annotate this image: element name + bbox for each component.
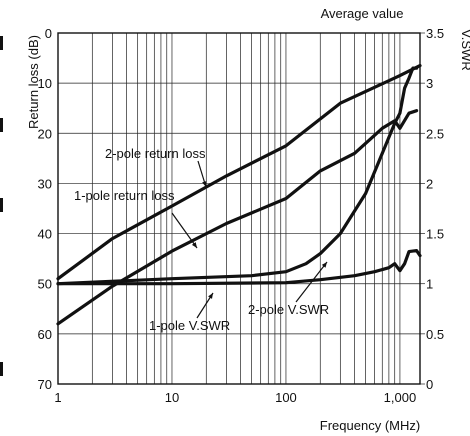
y-left-tick-label: 10 (38, 76, 52, 91)
x-tick-label: 1 (54, 390, 61, 405)
leader-1-pole-return-loss-arrowhead (191, 242, 197, 248)
plot-frame (57, 32, 421, 385)
y-axis-left-label: Return loss (dB) (26, 35, 41, 129)
series-line-1-pole-v-swr (56, 249, 422, 286)
chart-title: Average value (321, 6, 404, 21)
x-tick-label: 100 (275, 390, 297, 405)
left-edge-marks (0, 36, 3, 376)
y-left-tick-label: 70 (38, 377, 52, 392)
y-right-tick-label: 0.5 (426, 327, 444, 342)
y-left-tick-label: 50 (38, 277, 52, 292)
y-left-tick-label: 60 (38, 327, 52, 342)
y-left-tick-label: 40 (38, 227, 52, 242)
y-right-tick-label: 2 (426, 176, 433, 191)
curves (56, 63, 422, 326)
y-right-tick-label: 0 (426, 377, 433, 392)
left-edge-mark (0, 362, 3, 376)
left-edge-mark (0, 198, 3, 212)
x-tick-label: 1,000 (384, 390, 417, 405)
x-axis-label: Frequency (MHz) (320, 418, 420, 433)
left-edge-mark (0, 118, 3, 132)
y-right-tick-label: 3.5 (426, 26, 444, 41)
y-right-tick-label: 1 (426, 277, 433, 292)
leader-2-pole-return-loss-arrowhead (202, 181, 207, 187)
y-right-tick-label: 3 (426, 76, 433, 91)
x-tick-labels: 1 10 100 1,000 (54, 390, 416, 405)
y-right-tick-label: 2.5 (426, 126, 444, 141)
annotation-2-pole-return-loss: 2-pole return loss (105, 146, 206, 161)
leader-2-pole-vswr-arrowhead (321, 262, 327, 268)
y-right-tick-label: 1.5 (426, 227, 444, 242)
series-line-2-pole-v-swr (56, 66, 419, 286)
leader-2-pole-vswr (295, 261, 328, 303)
grid (57, 32, 425, 385)
series-line-1-pole-return-loss (56, 109, 419, 326)
left-edge-mark (0, 36, 3, 50)
y-left-tick-labels: 0 10 20 30 40 50 60 70 (38, 26, 52, 392)
annotation-2-pole-vswr: 2-pole V.SWR (248, 302, 329, 317)
annotation-leaders (171, 160, 328, 319)
y-left-tick-label: 0 (45, 26, 52, 41)
annotation-1-pole-return-loss: 1-pole return loss (74, 188, 175, 203)
y-left-tick-label: 30 (38, 176, 52, 191)
y-right-tick-labels: 3.5 3 2.5 2 1.5 1 0.5 0 (426, 26, 444, 392)
y-axis-right-label: V.SWR (459, 29, 470, 70)
leader-1-pole-return-loss (171, 212, 198, 249)
x-tick-label: 10 (165, 390, 179, 405)
y-left-tick-label: 20 (38, 126, 52, 141)
leader-1-pole-vswr-arrowhead (208, 293, 213, 299)
series-line-2-pole-return-loss (56, 63, 422, 281)
annotation-1-pole-vswr: 1-pole V.SWR (149, 318, 230, 333)
